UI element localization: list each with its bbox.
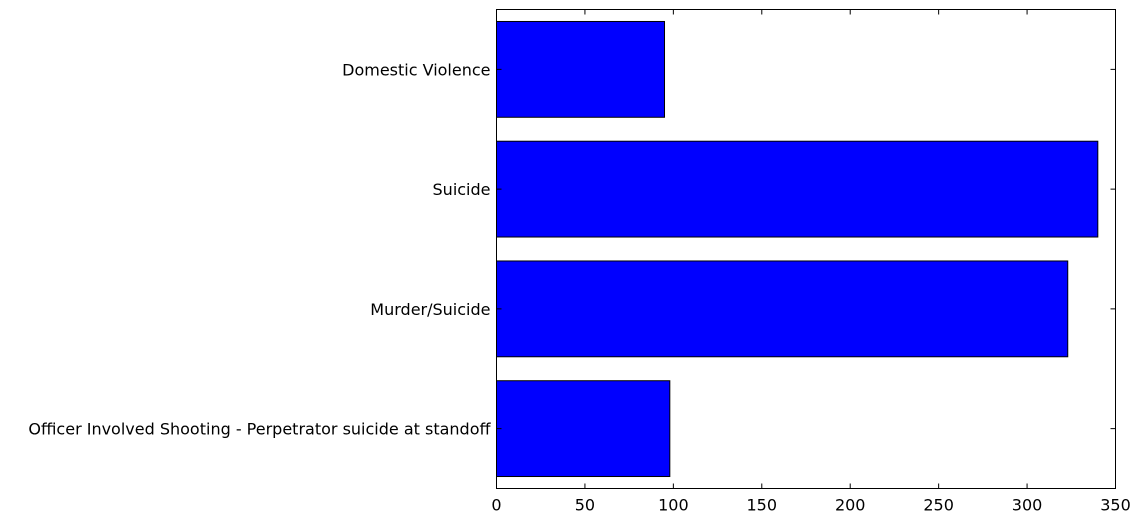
x-tick-label: 50 [575, 496, 595, 515]
x-tick-label: 300 [1012, 496, 1043, 515]
x-tick-label: 150 [747, 496, 778, 515]
category-label: Suicide [433, 180, 491, 199]
bar-1 [496, 20, 666, 118]
labels-layer: Domestic Violence Suicide Murder/Suicide Of… [28, 60, 1130, 514]
category-label: Domestic Violence [342, 60, 490, 79]
bar-3 [496, 260, 1069, 358]
bars-layer [496, 20, 1099, 478]
category-label: Officer Involved Shooting - Perpetrator … [28, 420, 491, 439]
bar-2 [496, 140, 1099, 238]
x-tick-label: 100 [658, 496, 689, 515]
bar-4 [496, 380, 671, 478]
x-tick-label: 200 [835, 496, 866, 515]
x-tick-label: 350 [1100, 496, 1131, 515]
x-tick-label: 250 [923, 496, 954, 515]
category-label: Murder/Suicide [370, 300, 490, 319]
x-tick-label: 0 [491, 496, 501, 515]
plot-area-frame [496, 9, 1116, 489]
